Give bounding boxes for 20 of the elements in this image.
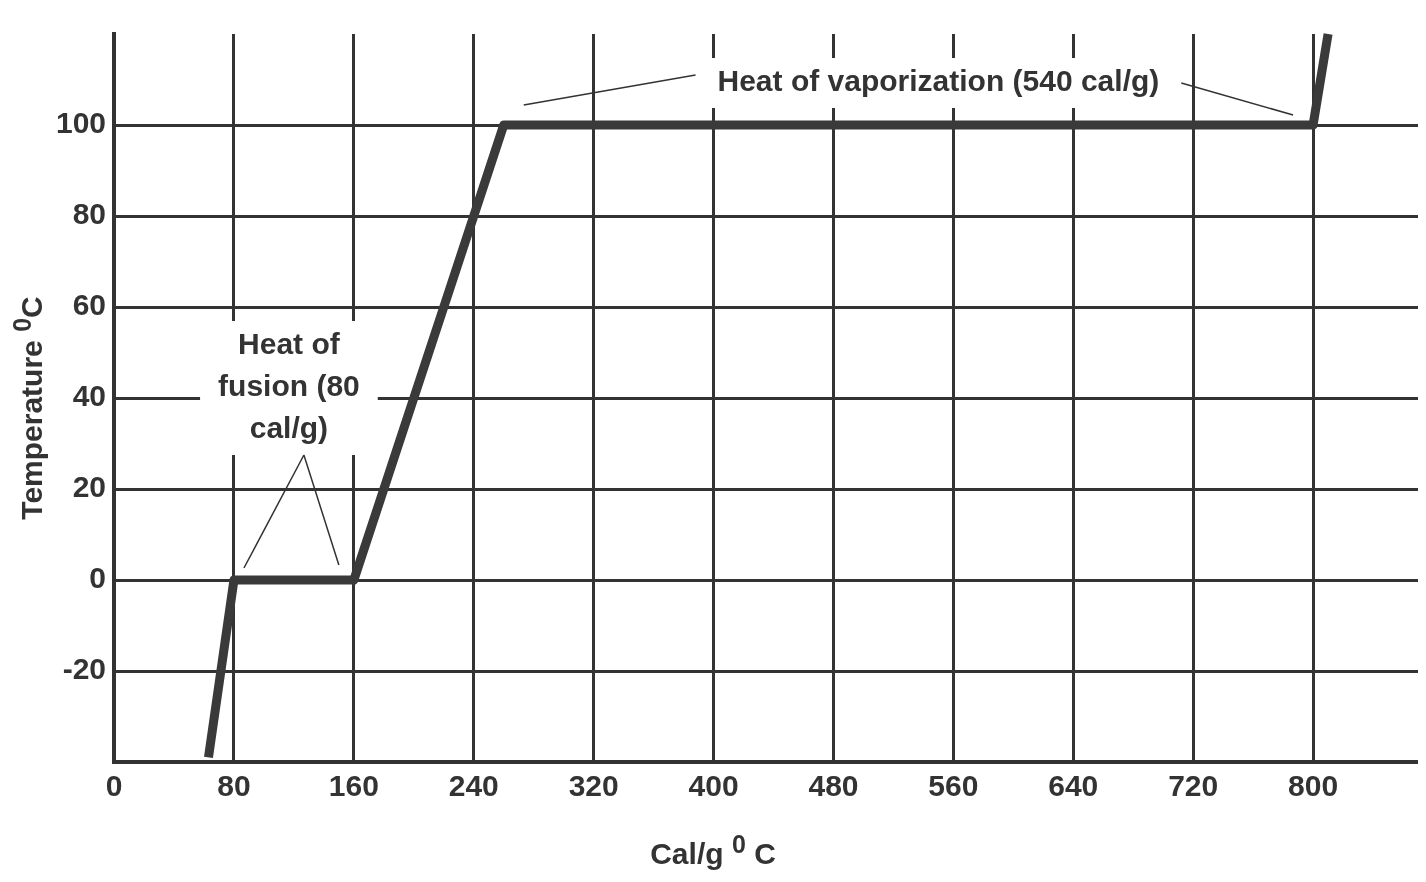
x-tick-label: 800 <box>1288 769 1339 803</box>
y-tick-label: 0 <box>89 561 107 595</box>
x-tick-label: 320 <box>568 769 619 803</box>
y-tick-label: 100 <box>55 106 107 140</box>
y-tick-label: 40 <box>72 379 107 413</box>
x-tick-label: 560 <box>928 769 979 803</box>
y-tick-label: -20 <box>62 652 107 686</box>
y-tick-label: 80 <box>72 197 107 231</box>
x-tick-label: 640 <box>1048 769 1099 803</box>
x-tick-label: 720 <box>1168 769 1219 803</box>
x-tick-label: 160 <box>328 769 379 803</box>
annotation: Heat of fusion (80 cal/g) <box>218 327 360 445</box>
x-tick-label: 480 <box>808 769 859 803</box>
x-tick-label: 80 <box>217 769 251 803</box>
y-tick-label: 60 <box>72 288 107 322</box>
annotation: Heat of vaporization (540 cal/g) <box>717 64 1160 98</box>
y-tick-label: 20 <box>72 470 107 504</box>
x-axis-title: Cal/g $^{0}$ C <box>649 830 777 871</box>
x-tick-label: 400 <box>688 769 739 803</box>
x-tick-label: 240 <box>448 769 499 803</box>
